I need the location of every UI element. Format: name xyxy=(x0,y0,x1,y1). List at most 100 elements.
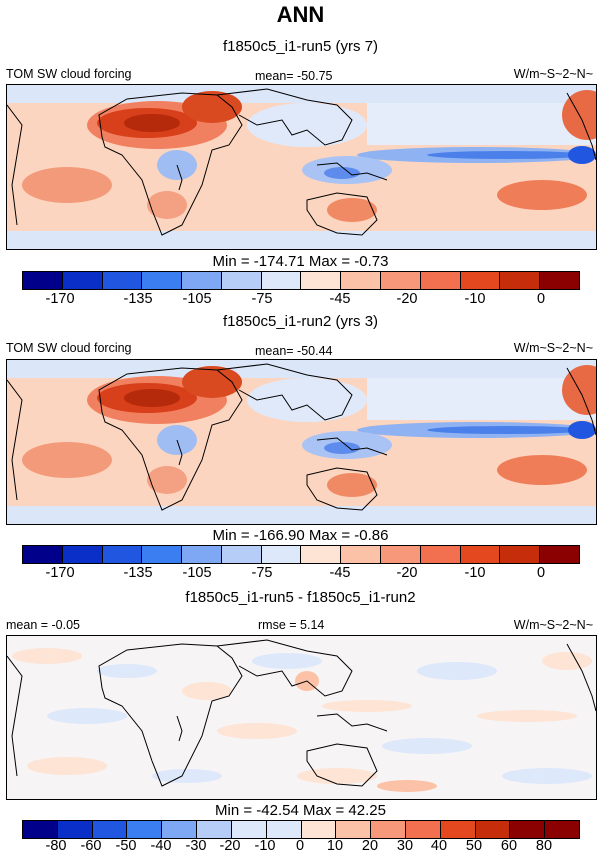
map-region xyxy=(297,768,377,784)
colorbar-tick-label: -20 xyxy=(396,565,418,581)
panel-3-colorbar xyxy=(22,820,580,839)
coastline xyxy=(7,379,23,501)
map-region xyxy=(147,191,187,219)
colorbar-tick-label: -40 xyxy=(150,838,172,854)
colorbar-tick-label: -75 xyxy=(251,565,273,581)
coastline xyxy=(566,92,596,161)
map-region xyxy=(7,360,596,378)
panel-1-variable-label: TOM SW cloud forcing xyxy=(6,67,132,81)
map-region xyxy=(477,710,577,722)
colorbar-tick-label: -170 xyxy=(45,291,75,307)
colorbar-box xyxy=(460,272,501,289)
map-region xyxy=(217,723,297,739)
colorbar-box xyxy=(336,821,372,838)
map-region xyxy=(247,378,367,422)
panel-1-colorbar xyxy=(22,271,580,290)
colorbar-tick-label: -170 xyxy=(45,565,75,581)
colorbar-box xyxy=(182,546,222,563)
colorbar-box xyxy=(545,821,579,838)
colorbar-box xyxy=(440,821,476,838)
map-region xyxy=(324,442,360,454)
map-region xyxy=(124,389,180,407)
colorbar-tick-label: -105 xyxy=(182,291,212,307)
panel-2-map xyxy=(6,359,597,525)
panel-3-units-label: W/m~S~2~N~ xyxy=(513,618,593,632)
coastline xyxy=(306,467,378,511)
colorbar-tick-label: -80 xyxy=(45,838,67,854)
map-region xyxy=(367,103,596,145)
colorbar-box xyxy=(23,272,63,289)
page-title: ANN xyxy=(276,2,325,27)
colorbar-box xyxy=(420,272,461,289)
colorbar-box xyxy=(301,272,342,289)
colorbar-tick-label: 50 xyxy=(465,838,483,854)
map-region xyxy=(367,378,596,420)
map-region xyxy=(247,103,367,147)
difference-noise xyxy=(12,648,592,792)
map-region xyxy=(182,91,242,123)
map-region xyxy=(322,700,412,712)
panel-2-mean-label: mean= -50.44 xyxy=(255,344,333,358)
panel-1-subtitle: f1850c5_i1-run5 (yrs 7) xyxy=(222,38,379,55)
colorbar-box xyxy=(381,546,421,563)
panel-1-mean-label: mean= -50.75 xyxy=(255,69,333,83)
colorbar-box xyxy=(540,546,579,563)
panel-3-subtitle: f1850c5_i1-run5 - f1850c5_i1-run2 xyxy=(185,589,416,606)
map-region xyxy=(124,114,180,132)
map-region xyxy=(377,780,437,792)
colorbar-box xyxy=(127,821,163,838)
colorbar-box xyxy=(475,821,511,838)
colorbar-box xyxy=(500,546,541,563)
coastline xyxy=(216,363,353,421)
colorbar-box xyxy=(221,272,262,289)
colorbar-tick-label: -30 xyxy=(185,838,207,854)
map-region xyxy=(147,466,187,494)
map-region xyxy=(182,682,232,700)
coastline xyxy=(316,713,388,732)
panel-2-minmax: Min = -166.90 Max = -0.86 xyxy=(212,527,389,544)
colorbar-box xyxy=(460,546,501,563)
map-region xyxy=(7,231,596,249)
colorbar-box xyxy=(381,272,421,289)
coastline xyxy=(176,164,183,191)
colorbar-tick-label: -20 xyxy=(396,291,418,307)
colorbar-tick-label: 30 xyxy=(396,838,414,854)
colorbar-tick-label: 80 xyxy=(535,838,553,854)
colorbar-box xyxy=(261,272,302,289)
panel-1-map xyxy=(6,84,597,250)
panel-1-units-label: W/m~S~2~N~ xyxy=(513,67,593,81)
colorbar-box xyxy=(301,546,342,563)
colorbar-tick-label: 0 xyxy=(295,838,305,854)
colorbar-box xyxy=(23,821,58,838)
colorbar-box xyxy=(162,821,198,838)
map-region xyxy=(152,769,222,783)
coastline xyxy=(176,715,183,742)
panel-3-minmax: Min = -42.54 Max = 42.25 xyxy=(215,802,386,819)
colorbar-box xyxy=(92,821,128,838)
map-region xyxy=(497,180,587,210)
colorbar-box xyxy=(197,821,232,838)
colorbar-tick-label: -10 xyxy=(254,838,276,854)
map-region xyxy=(327,473,377,497)
colorbar-box xyxy=(500,272,541,289)
map-region xyxy=(252,653,322,669)
colorbar-tick-label: -20 xyxy=(219,838,241,854)
colorbar-tick-label: 60 xyxy=(500,838,518,854)
colorbar-box xyxy=(62,272,103,289)
coastline xyxy=(98,92,243,236)
panel-2-units-label: W/m~S~2~N~ xyxy=(513,341,593,355)
coastline xyxy=(176,439,183,466)
coastline xyxy=(306,743,378,787)
colorbar-box xyxy=(102,546,143,563)
panel-2-colorbar xyxy=(22,545,580,564)
panel-2-subtitle: f1850c5_i1-run2 (yrs 3) xyxy=(222,313,379,330)
map-region xyxy=(502,768,592,784)
colorbar-box xyxy=(405,821,441,838)
colorbar-tick-label: 10 xyxy=(326,838,344,854)
coastline xyxy=(316,437,388,456)
map-region xyxy=(22,442,112,478)
panel-3-mean-label: mean = -0.05 xyxy=(6,618,81,632)
coastline xyxy=(7,655,23,777)
colorbar-box xyxy=(540,272,579,289)
colorbar-tick-label: 40 xyxy=(430,838,448,854)
